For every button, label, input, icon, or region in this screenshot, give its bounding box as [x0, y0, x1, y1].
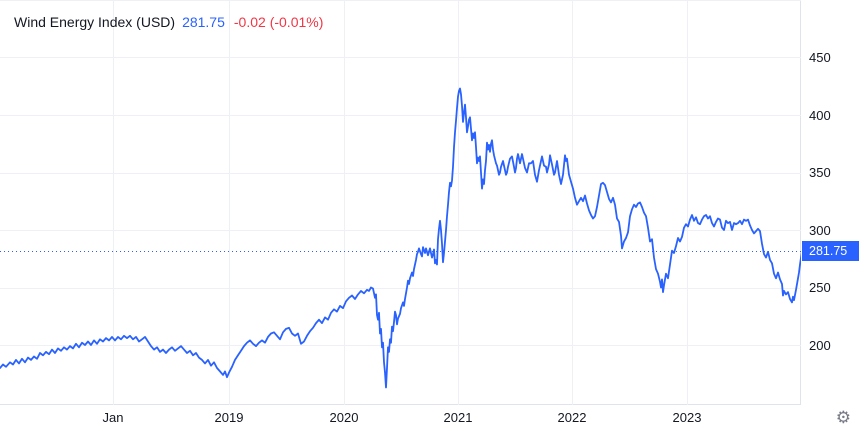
last-price-value: 281.75: [182, 14, 225, 30]
price-axis[interactable]: 281.75 450 400 350 300 250 200: [802, 0, 866, 406]
price-line-chart: [0, 0, 801, 405]
price-axis-tick: 200: [809, 337, 831, 353]
price-axis-tick: 400: [809, 107, 831, 123]
price-change-value: -0.02 (-0.01%): [233, 14, 324, 30]
time-axis-tick: 2019: [214, 410, 244, 425]
chart-legend: Wind Energy Index (USD) 281.75 -0.02 (-0.0…: [14, 13, 323, 31]
time-axis-tick: Jan: [102, 410, 124, 425]
chart-plot-area[interactable]: Wind Energy Index (USD) 281.75 -0.02 (-0.0…: [0, 0, 801, 405]
settings-gear-icon[interactable]: ⚙: [835, 408, 851, 428]
axis-corner: ⚙: [802, 406, 866, 431]
time-axis[interactable]: Jan 2019 2020 2021 2022 2023: [0, 406, 802, 431]
last-price-badge: 281.75: [802, 240, 859, 261]
price-axis-tick: 350: [809, 165, 831, 180]
time-axis-tick: 2021: [443, 410, 473, 425]
symbol-title: Wind Energy Index (USD): [14, 14, 176, 30]
price-axis-tick: 250: [809, 280, 831, 295]
time-axis-tick: 2023: [672, 410, 702, 425]
time-axis-tick: 2020: [329, 410, 359, 425]
price-axis-tick: 300: [809, 222, 831, 238]
time-axis-tick: 2022: [557, 410, 587, 425]
price-axis-tick: 450: [809, 50, 831, 65]
